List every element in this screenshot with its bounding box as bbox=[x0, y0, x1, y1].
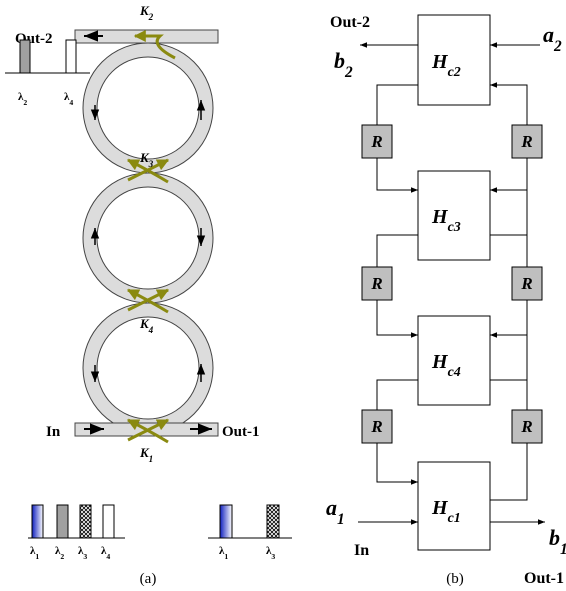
port-label: a1 bbox=[326, 495, 345, 528]
symbol: H bbox=[431, 206, 449, 228]
transfer-block bbox=[418, 316, 490, 405]
wavelength-bar bbox=[80, 505, 91, 538]
coupler-label: K1 bbox=[139, 445, 153, 464]
port-label: b2 bbox=[334, 48, 353, 81]
wavelength-bar bbox=[220, 505, 232, 538]
spectrum: λ1 λ2 λ3 λ4 bbox=[28, 505, 125, 561]
figure: K2 K3 K4 K1 Out-2 In Out-1 λ2 λ4 λ1 λ2 λ… bbox=[0, 0, 566, 591]
ring-inner bbox=[97, 187, 199, 289]
wavelength-label: λ2 bbox=[55, 545, 64, 561]
subscript: 1 bbox=[560, 541, 566, 558]
ring-inner bbox=[97, 57, 199, 159]
symbol: b bbox=[334, 48, 345, 73]
subscript: 1 bbox=[224, 552, 228, 561]
port-label: Out-2 bbox=[330, 14, 370, 31]
subscript: 3 bbox=[271, 552, 275, 561]
subscript: c4 bbox=[448, 365, 461, 380]
subscript: 2 bbox=[553, 38, 562, 55]
spectrum: λ1 λ3 bbox=[208, 505, 292, 561]
r-label: R bbox=[370, 132, 382, 151]
port-label: Out-1 bbox=[222, 424, 260, 440]
r-label: R bbox=[370, 417, 382, 436]
symbol: a bbox=[543, 22, 554, 47]
port-label: In bbox=[354, 542, 369, 559]
subscript: c3 bbox=[448, 220, 461, 235]
wavelength-bar bbox=[20, 40, 30, 73]
connector bbox=[490, 158, 527, 235]
subscript: 2 bbox=[344, 64, 353, 81]
symbol: b bbox=[549, 525, 560, 550]
wavelength-label: λ4 bbox=[101, 545, 110, 561]
transfer-block bbox=[418, 462, 490, 550]
wavelength-bar bbox=[103, 505, 114, 538]
connector bbox=[490, 300, 527, 380]
connector bbox=[490, 85, 527, 125]
wavelength-label: λ1 bbox=[219, 545, 228, 561]
connector bbox=[377, 380, 418, 410]
wavelength-label: λ3 bbox=[78, 545, 87, 561]
subscript: 4 bbox=[69, 98, 73, 107]
subscript: 2 bbox=[60, 552, 64, 561]
ring bbox=[83, 173, 213, 303]
r-label: R bbox=[520, 132, 532, 151]
r-label: R bbox=[370, 274, 382, 293]
symbol: H bbox=[431, 351, 449, 373]
r-label: R bbox=[520, 417, 532, 436]
transfer-block bbox=[418, 171, 490, 260]
connector bbox=[377, 443, 418, 482]
subscript: 1 bbox=[149, 454, 154, 464]
port-label: Out-1 bbox=[524, 570, 564, 587]
connector bbox=[377, 235, 418, 267]
connector bbox=[377, 300, 418, 335]
wavelength-bar bbox=[32, 505, 43, 538]
subscript: 1 bbox=[35, 552, 39, 561]
spectrum: λ2 λ4 bbox=[5, 40, 90, 107]
connector bbox=[490, 443, 527, 500]
connector bbox=[377, 85, 418, 125]
subscript: 1 bbox=[337, 511, 345, 528]
panel-b: Hc2 Hc3 Hc4 Hc1 R R R R R R Out-2 b2 a2 … bbox=[326, 14, 566, 587]
subscript: 2 bbox=[23, 98, 27, 107]
caption: (a) bbox=[140, 571, 157, 587]
wavelength-bar bbox=[57, 505, 68, 538]
panel-a: K2 K3 K4 K1 Out-2 In Out-1 λ2 λ4 λ1 λ2 λ… bbox=[5, 3, 292, 587]
symbol: H bbox=[431, 51, 449, 73]
subscript: c1 bbox=[448, 511, 461, 526]
r-label: R bbox=[520, 274, 532, 293]
port-label: b1 bbox=[549, 525, 566, 558]
subscript: 3 bbox=[148, 159, 154, 169]
connector bbox=[377, 158, 418, 190]
wavelength-bar bbox=[66, 40, 76, 73]
port-label: a2 bbox=[543, 22, 562, 55]
wavelength-label: λ3 bbox=[266, 545, 275, 561]
subscript: 2 bbox=[148, 12, 154, 22]
wavelength-bar bbox=[267, 505, 279, 538]
wavelength-label: λ4 bbox=[64, 91, 73, 107]
subscript: 4 bbox=[106, 552, 110, 561]
connector bbox=[490, 190, 527, 267]
wavelength-label: λ2 bbox=[18, 91, 27, 107]
port-label: In bbox=[46, 424, 61, 440]
symbol: a bbox=[326, 495, 337, 520]
wavelength-label: λ1 bbox=[30, 545, 39, 561]
caption: (b) bbox=[446, 571, 464, 587]
transfer-block bbox=[418, 15, 490, 105]
symbol: H bbox=[431, 497, 449, 519]
subscript: c2 bbox=[448, 65, 461, 80]
subscript: 4 bbox=[148, 325, 154, 335]
subscript: 3 bbox=[83, 552, 87, 561]
coupler-label: K2 bbox=[139, 3, 154, 22]
